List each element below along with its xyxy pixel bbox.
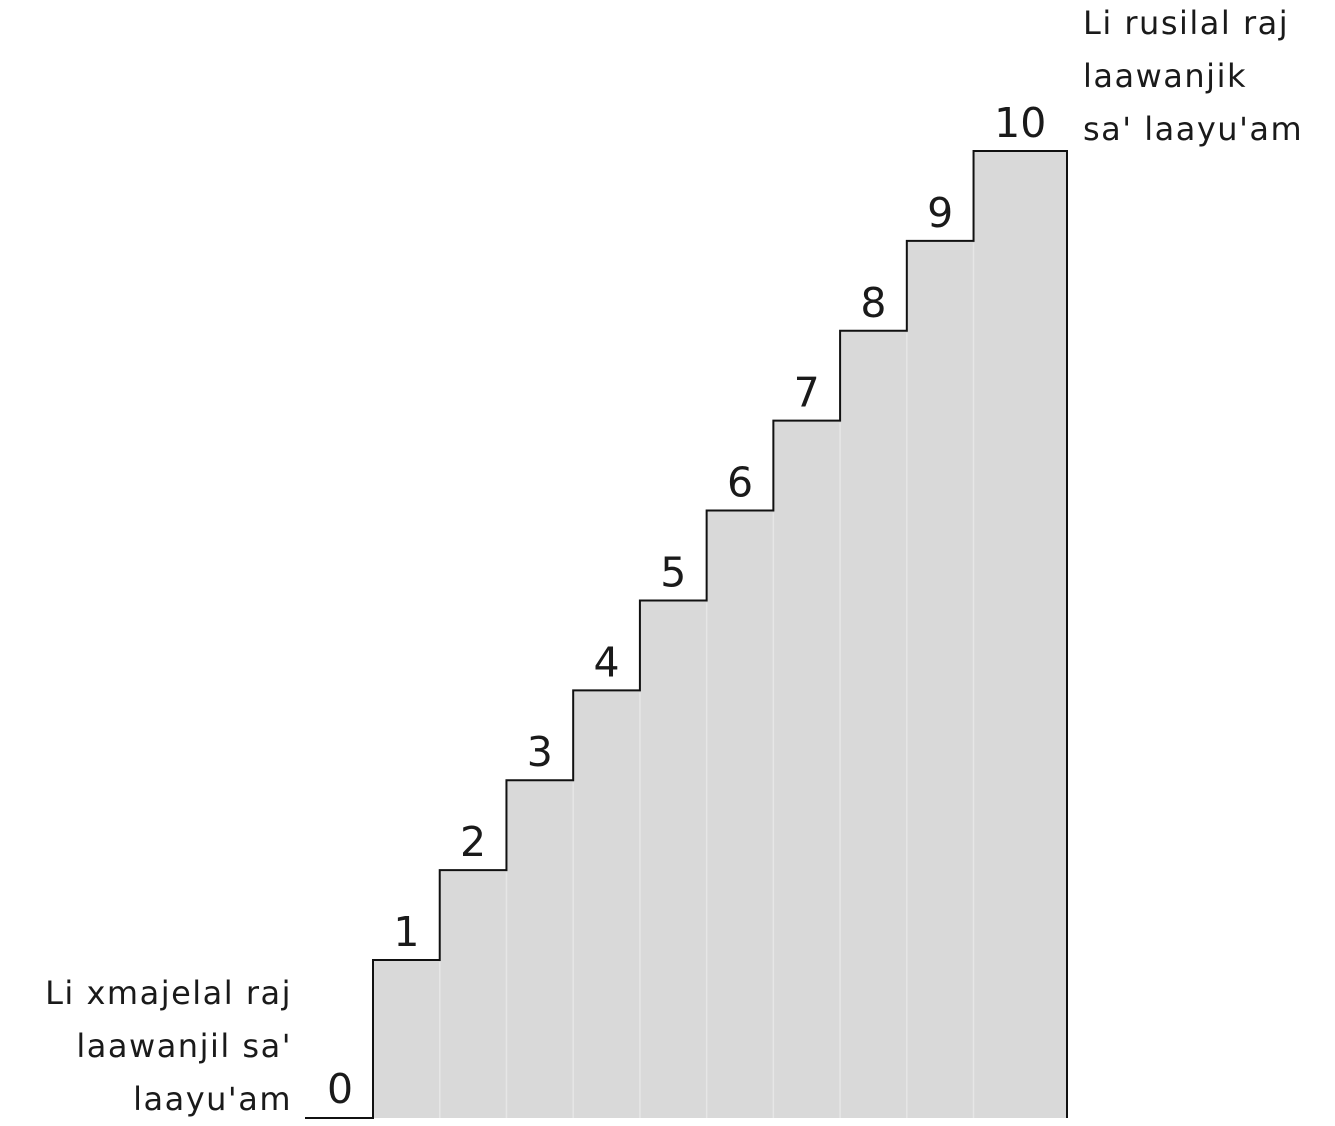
bottom-rung-label-line: laayu'am [133, 1080, 292, 1118]
step-number-8: 8 [860, 279, 886, 327]
step-number-6: 6 [727, 459, 753, 507]
top-rung-label-line: laawanjik [1083, 57, 1247, 95]
step-number-0: 0 [327, 1065, 353, 1113]
step-number-9: 9 [927, 189, 953, 237]
step-number-5: 5 [660, 548, 686, 596]
top-rung-label-line: sa' laayu'am [1083, 110, 1304, 148]
staircase-fill [373, 151, 1067, 1118]
top-rung-label-line: Li rusilal raj [1083, 4, 1290, 42]
step-number-7: 7 [794, 369, 820, 417]
bottom-rung-label: Li xmajelal raj laawanjil sa' laayu'am [45, 967, 292, 1126]
step-number-3: 3 [527, 728, 553, 776]
bottom-rung-label-line: Li xmajelal raj [45, 974, 292, 1012]
step-number-2: 2 [460, 818, 486, 866]
step-number-10: 10 [994, 99, 1046, 147]
bottom-rung-label-line: laawanjil sa' [76, 1027, 292, 1065]
staircase-outline [305, 150, 1068, 1119]
step-number-4: 4 [593, 638, 619, 686]
top-rung-label: Li rusilal raj laawanjik sa' laayu'am [1083, 0, 1303, 156]
step-number-1: 1 [393, 908, 419, 956]
step-seams [438, 242, 975, 1118]
